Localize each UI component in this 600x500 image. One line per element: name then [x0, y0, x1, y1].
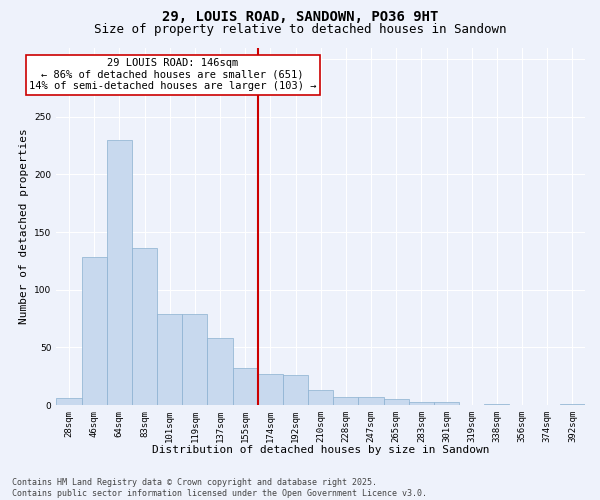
Bar [434, 402, 459, 405]
Bar [409, 402, 434, 405]
Bar [82, 258, 107, 405]
Bar [132, 248, 157, 405]
Bar [258, 374, 283, 405]
Bar [484, 404, 509, 405]
Bar [157, 314, 182, 405]
Text: Size of property relative to detached houses in Sandown: Size of property relative to detached ho… [94, 22, 506, 36]
Bar [560, 404, 585, 405]
Text: Contains HM Land Registry data © Crown copyright and database right 2025.
Contai: Contains HM Land Registry data © Crown c… [12, 478, 427, 498]
Bar [107, 140, 132, 405]
Bar [308, 390, 334, 405]
Bar [334, 397, 358, 405]
Text: 29, LOUIS ROAD, SANDOWN, PO36 9HT: 29, LOUIS ROAD, SANDOWN, PO36 9HT [162, 10, 438, 24]
X-axis label: Distribution of detached houses by size in Sandown: Distribution of detached houses by size … [152, 445, 490, 455]
Bar [182, 314, 208, 405]
Bar [56, 398, 82, 405]
Bar [383, 400, 409, 405]
Bar [283, 375, 308, 405]
Text: 29 LOUIS ROAD: 146sqm
← 86% of detached houses are smaller (651)
14% of semi-det: 29 LOUIS ROAD: 146sqm ← 86% of detached … [29, 58, 316, 92]
Bar [208, 338, 233, 405]
Y-axis label: Number of detached properties: Number of detached properties [19, 128, 29, 324]
Bar [233, 368, 258, 405]
Bar [358, 397, 383, 405]
